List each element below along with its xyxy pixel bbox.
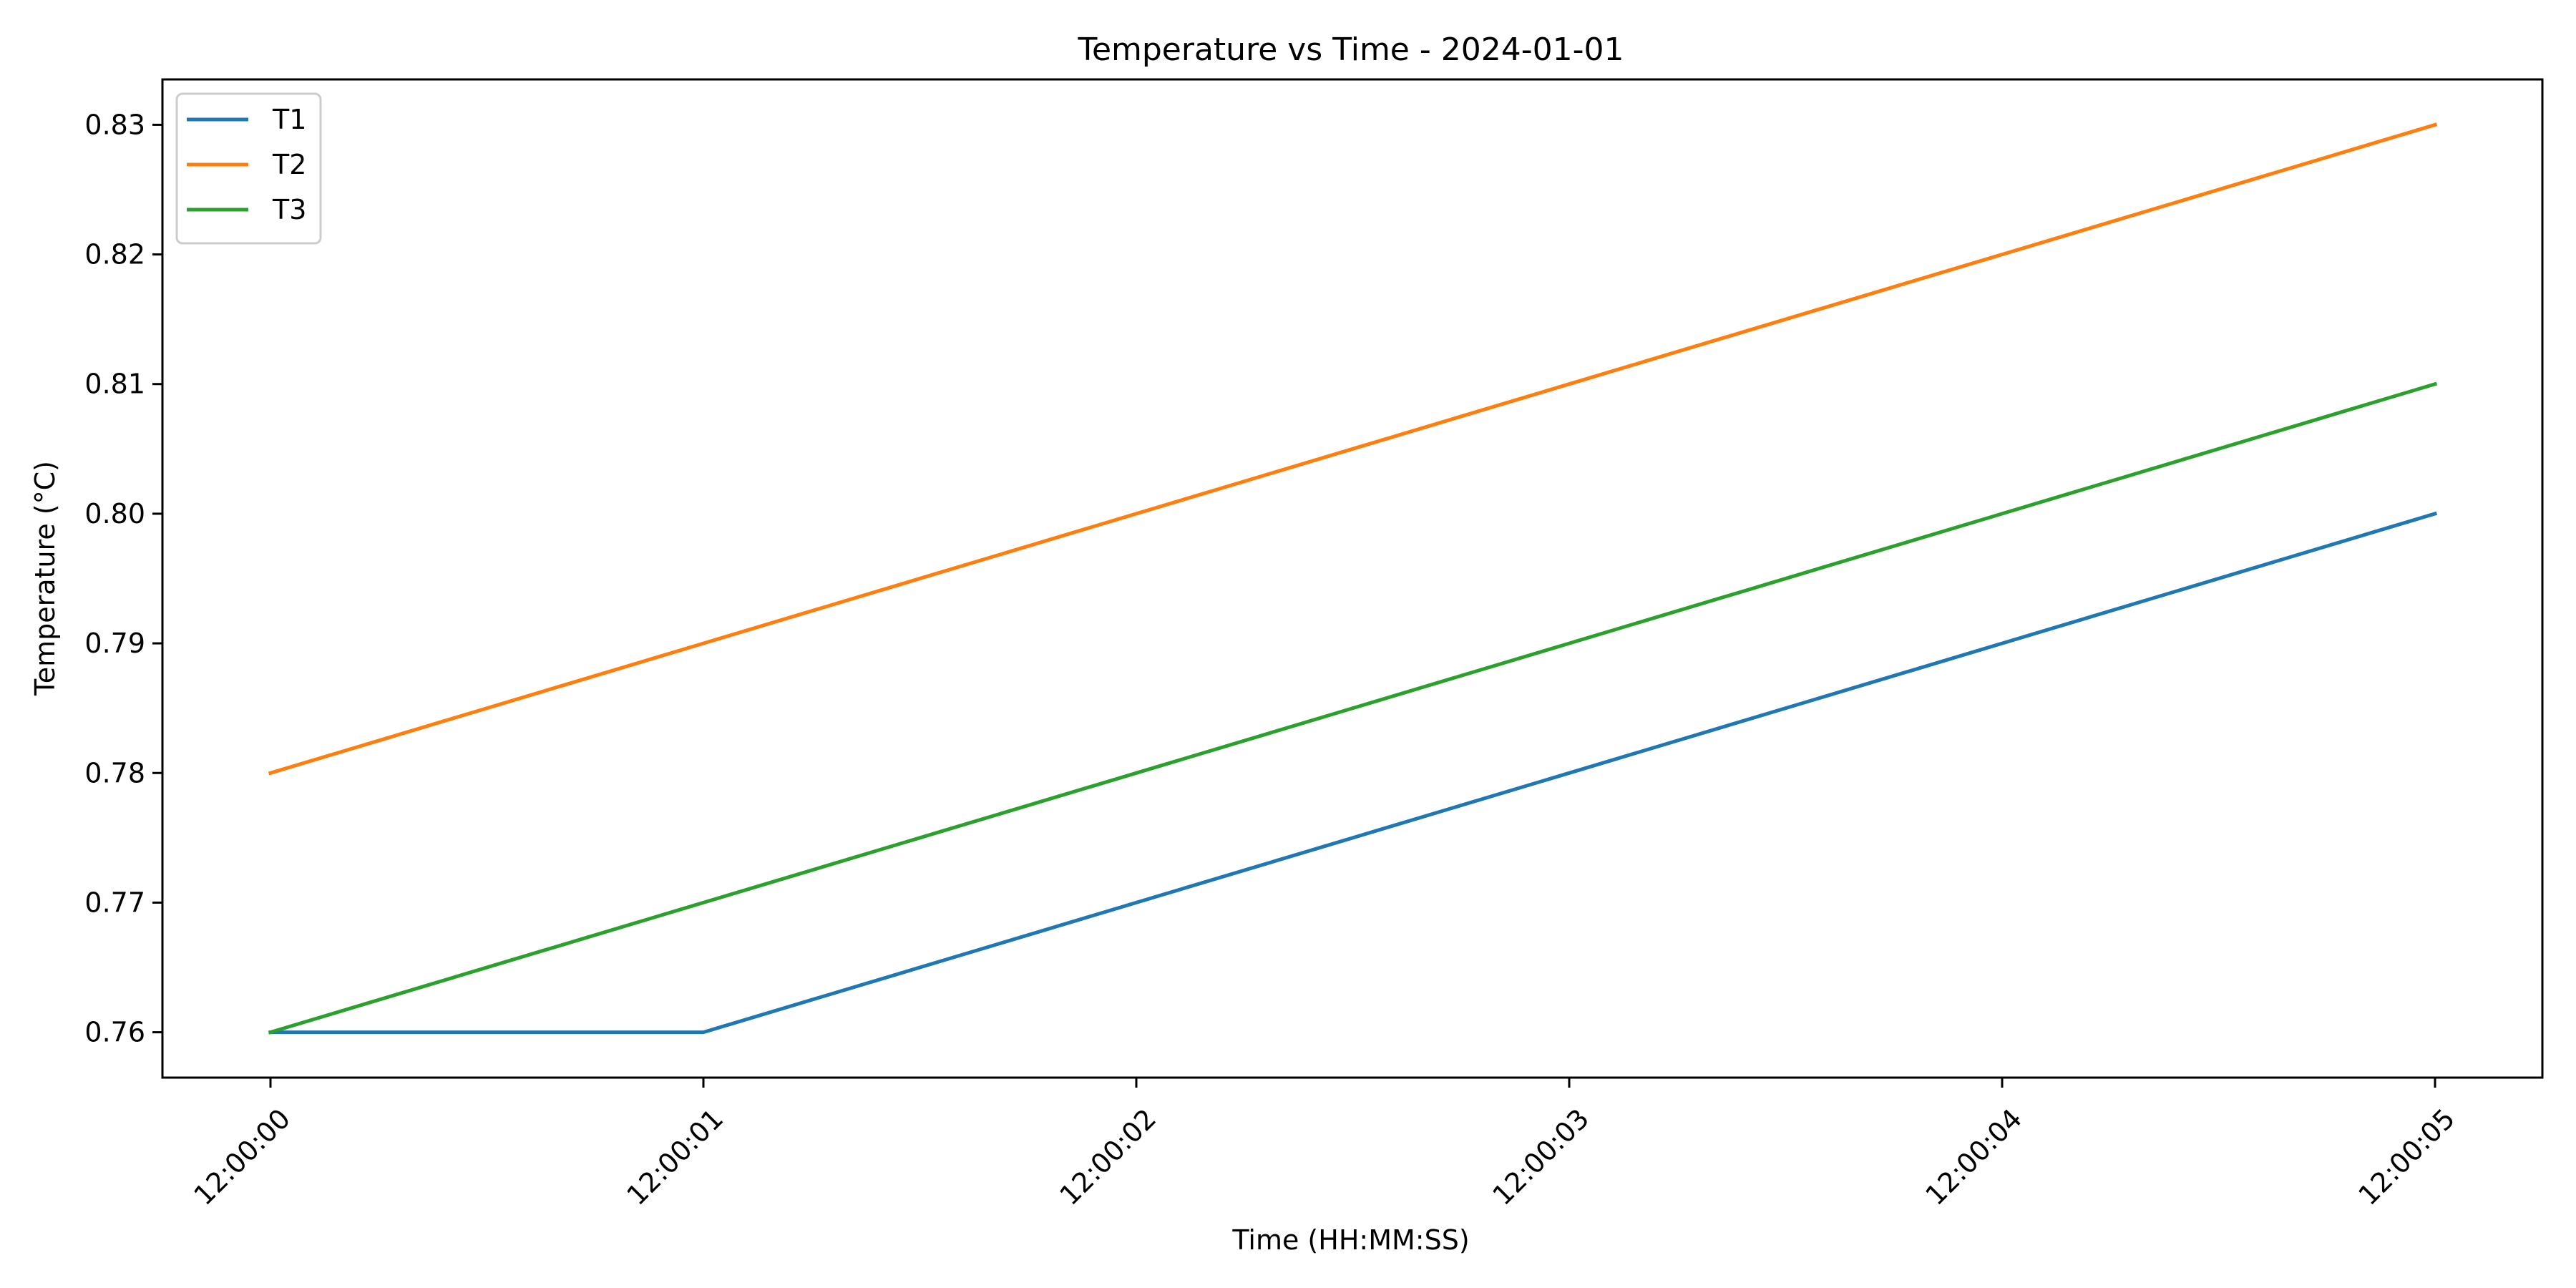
series-line-t1	[268, 511, 2438, 1035]
legend-box	[175, 92, 322, 245]
plot-frame	[161, 78, 2544, 1079]
y-tick-label: 0.80	[84, 498, 145, 530]
y-tick-label: 0.81	[84, 369, 145, 400]
y-tick-label: 0.83	[84, 109, 145, 140]
y-axis: 0.76 0.77 0.78 0.79 0.80 0.81 0.82 0.83	[84, 109, 162, 1048]
plot-area	[268, 122, 2438, 1035]
legend-label-t2: T2	[272, 149, 306, 180]
y-tick-label: 0.82	[84, 239, 145, 270]
chart-title: Temperature vs Time - 2024-01-01	[1078, 31, 1624, 68]
legend: T1 T2 T3	[175, 92, 322, 245]
y-tick-label: 0.78	[84, 757, 145, 789]
x-axis-label: Time (HH:MM:SS)	[1231, 1224, 1469, 1256]
series-line-t3	[268, 381, 2438, 1035]
y-axis-label: Temperature (°C)	[29, 461, 61, 696]
y-tick-label: 0.76	[84, 1017, 145, 1048]
legend-label-t3: T3	[272, 194, 306, 225]
y-tick-label: 0.77	[84, 887, 145, 918]
legend-label-t1: T1	[272, 104, 306, 135]
series-line-t2	[268, 122, 2438, 776]
y-tick-label: 0.79	[84, 628, 145, 659]
